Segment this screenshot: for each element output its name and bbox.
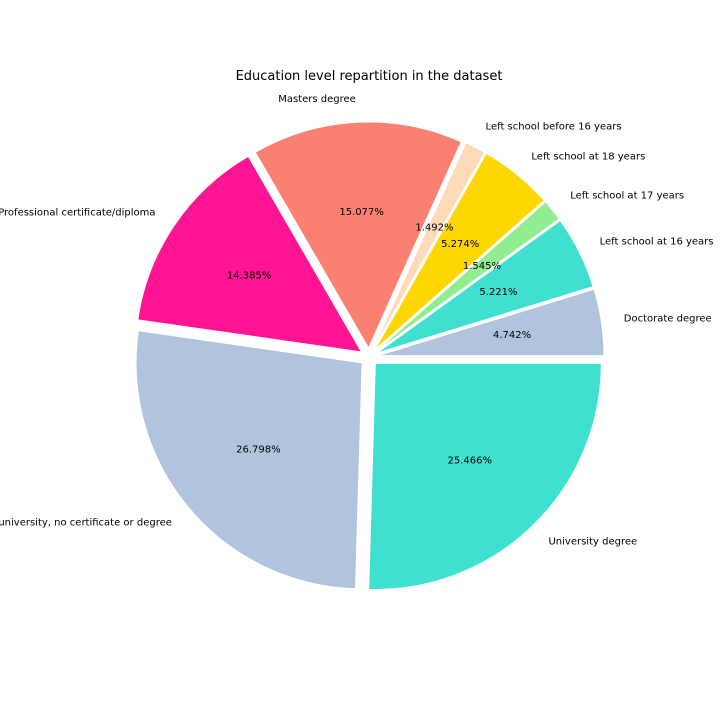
pie-slice: [374, 152, 545, 351]
slice-percent-label: 1.545%: [463, 261, 501, 272]
slice-category-label: Left school before 16 years: [486, 122, 622, 133]
slice-percent-label: 15.077%: [339, 207, 384, 218]
slice-category-label: Masters degree: [278, 94, 356, 105]
slice-percent-label: 1.492%: [415, 223, 453, 234]
pie-slice: [377, 288, 605, 357]
pie-slice: [135, 330, 363, 590]
slice-category-label: Doctorate degree: [624, 313, 712, 324]
slice-percent-label: 25.466%: [448, 455, 493, 466]
slice-percent-label: 4.742%: [493, 330, 531, 341]
slice-percent-label: 5.274%: [441, 239, 479, 250]
slice-percent-label: 14.385%: [227, 271, 272, 282]
slice-category-label: Left school at 16 years: [600, 237, 714, 248]
slice-category-label: Professional certificate/diploma: [0, 207, 156, 218]
pie-labels: 4.742% Doctorate degree 5.221% Left school …: [0, 94, 714, 547]
slice-category-label: University degree: [548, 536, 637, 547]
slice-category-label: Some college or university, no certifica…: [0, 517, 172, 528]
slice-category-label: Left school at 18 years: [531, 151, 645, 162]
pie-slice: [376, 219, 594, 354]
pie-slice: [137, 155, 363, 353]
pie-slice: [375, 201, 560, 352]
pie-slices: [135, 121, 605, 590]
pie-slice: [254, 121, 462, 350]
slice-category-label: Left school at 17 years: [570, 191, 684, 202]
slice-percent-label: 5.221%: [479, 287, 517, 298]
chart-title: Education level repartition in the datas…: [236, 69, 503, 84]
pie-slice: [372, 142, 486, 350]
pie-slice: [368, 362, 602, 590]
slice-percent-label: 26.798%: [236, 445, 281, 456]
